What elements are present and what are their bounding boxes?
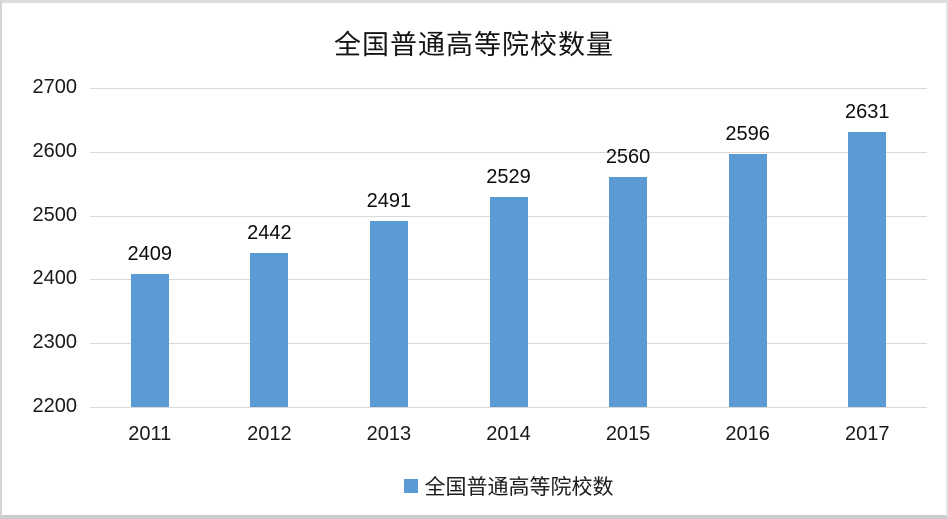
y-axis-tick-label: 2500 [32,203,78,226]
bar-data-label: 2560 [605,146,651,169]
x-axis-tick-label: 2017 [844,423,890,445]
bar-2015 [609,177,648,407]
y-axis-tick-label: 2600 [32,139,78,162]
bar-2012 [250,252,289,407]
y-axis-tick-label: 2400 [32,267,78,290]
x-axis-tick-label: 2012 [247,423,292,445]
gridline-2600 [90,151,927,153]
legend: 全国普通高等院校数 [90,471,927,501]
gridline-2200 [90,407,927,408]
bar-data-label: 2442 [247,221,292,244]
bar-2017 [848,132,887,407]
x-axis-tick-label: 2016 [725,423,770,445]
bar-data-label: 2596 [725,123,770,146]
x-axis-tick-label: 2011 [128,423,172,445]
y-axis-tick-label: 2700 [32,76,78,98]
legend-label: 全国普通高等院校数 [424,475,614,499]
bar-2011 [130,273,169,407]
bar-data-label: 2631 [844,101,890,124]
y-axis-tick-label: 2300 [32,331,78,354]
bar-data-label: 2409 [127,242,173,265]
plot-area: 2200 2300 2400 2500 2600 2700 2409 2011 2442 2012… [2,3,946,515]
x-axis-tick-label: 2014 [486,423,531,445]
legend-swatch-icon [403,479,418,493]
chart-title: 全国普通高等院校数量 [334,30,614,61]
bar-2016 [728,154,767,407]
x-axis-tick-label: 2013 [366,423,412,445]
bar-data-label: 2529 [486,166,531,189]
y-axis-tick-label: 2200 [32,395,78,417]
bar-2013 [369,221,408,407]
bar-2014 [489,197,528,407]
bar-data-label: 2491 [366,190,412,213]
gridline-2700 [90,88,927,89]
x-axis-tick-label: 2015 [605,423,651,445]
